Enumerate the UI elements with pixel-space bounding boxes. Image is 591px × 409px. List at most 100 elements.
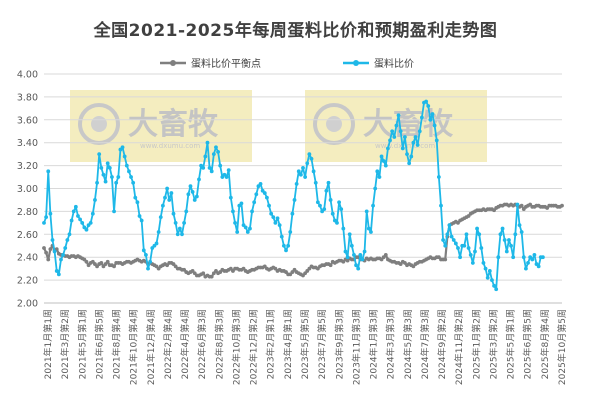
x-tick-label: 2024年11月第2周: [453, 309, 465, 385]
data-point: [63, 246, 68, 250]
data-point: [258, 182, 263, 186]
data-point: [343, 249, 348, 254]
data-point: [490, 278, 494, 282]
data-point: [139, 218, 144, 223]
data-point: [417, 129, 422, 134]
data-point: [160, 203, 165, 208]
series-lines: [42, 99, 564, 292]
data-point: [496, 255, 501, 260]
legend: 蛋料比价平衡点 蛋料比价: [160, 57, 414, 70]
data-point: [288, 230, 293, 234]
data-point: [292, 198, 297, 202]
data-point: [519, 203, 524, 208]
data-point: [197, 177, 201, 182]
data-point: [328, 263, 333, 268]
data-point: [135, 200, 140, 205]
data-point: [228, 195, 233, 200]
data-point: [209, 169, 214, 174]
y-axis: 4.00 3.80 3.60 3.40 3.20 3.00 2.80 2.60 2.40 2.20…: [17, 70, 38, 310]
data-point: [42, 220, 46, 225]
data-point: [366, 226, 371, 231]
data-point: [97, 152, 102, 157]
data-point: [362, 249, 367, 254]
data-point: [483, 266, 488, 271]
y-tick-label: 3.60: [17, 115, 38, 126]
data-point: [502, 238, 507, 242]
data-point: [173, 220, 178, 225]
data-point: [84, 227, 89, 232]
data-point: [345, 255, 350, 260]
data-point: [517, 223, 522, 228]
data-point: [430, 112, 435, 116]
data-point: [99, 165, 104, 170]
data-point: [69, 218, 74, 223]
data-point: [445, 232, 450, 237]
data-point: [492, 283, 496, 288]
data-point: [182, 220, 187, 225]
data-point: [54, 269, 59, 273]
x-tick-label: 2021年12月第4周: [145, 309, 157, 385]
data-point: [203, 154, 208, 159]
data-point: [413, 135, 418, 139]
data-point: [231, 209, 235, 214]
data-point: [439, 203, 443, 208]
data-point: [273, 220, 278, 225]
data-point: [214, 145, 218, 150]
data-point: [369, 230, 373, 234]
data-point: [205, 140, 210, 145]
data-point: [335, 220, 339, 225]
x-tick-label: 2021年5月第1周: [76, 309, 88, 379]
data-point: [114, 180, 119, 185]
data-point: [48, 247, 53, 252]
data-point: [360, 257, 365, 262]
data-point: [311, 169, 316, 174]
series-egg-feed-ratio: [42, 99, 545, 292]
data-point: [269, 211, 274, 216]
data-point: [271, 215, 276, 220]
data-point: [500, 226, 505, 231]
data-point: [226, 168, 231, 173]
x-tick-label: 2024年3月第3周: [385, 309, 397, 379]
data-point: [93, 198, 97, 202]
y-tick-label: 2.80: [17, 207, 38, 218]
data-point: [530, 257, 535, 262]
data-point: [383, 253, 388, 257]
data-point: [356, 266, 361, 271]
data-point: [303, 175, 308, 179]
data-point: [180, 232, 184, 237]
data-point: [50, 238, 55, 242]
data-point: [326, 180, 331, 185]
data-point: [107, 165, 112, 170]
legend-label: 蛋料比价平衡点: [191, 57, 261, 70]
data-point: [373, 186, 378, 191]
data-point: [398, 129, 403, 134]
data-point: [364, 209, 369, 214]
data-point: [392, 135, 397, 139]
data-point: [475, 226, 479, 231]
data-point: [218, 163, 223, 168]
x-tick-label: 2022年10月第3周: [230, 309, 242, 385]
data-point: [419, 115, 424, 120]
data-point: [90, 211, 95, 216]
data-point: [286, 243, 291, 248]
data-point: [167, 198, 172, 202]
data-point: [265, 195, 269, 200]
data-point: [233, 220, 237, 225]
data-point: [432, 123, 437, 128]
data-point: [409, 154, 414, 159]
legend-label: 蛋料比价: [374, 57, 414, 70]
y-tick-label: 2.00: [17, 299, 38, 310]
data-point: [190, 190, 195, 194]
data-point: [453, 241, 458, 246]
data-point: [141, 248, 146, 253]
data-point: [105, 259, 110, 264]
x-tick-label: 2025年8月第4周: [539, 309, 551, 379]
data-point: [131, 180, 136, 185]
data-point: [375, 169, 380, 174]
data-point: [371, 203, 375, 208]
data-point: [112, 209, 116, 214]
data-point: [305, 161, 310, 166]
x-tick-label: 2021年1月第1周: [42, 309, 54, 379]
x-tick-label: 2022年8月第3周: [213, 309, 225, 379]
data-point: [177, 226, 182, 231]
